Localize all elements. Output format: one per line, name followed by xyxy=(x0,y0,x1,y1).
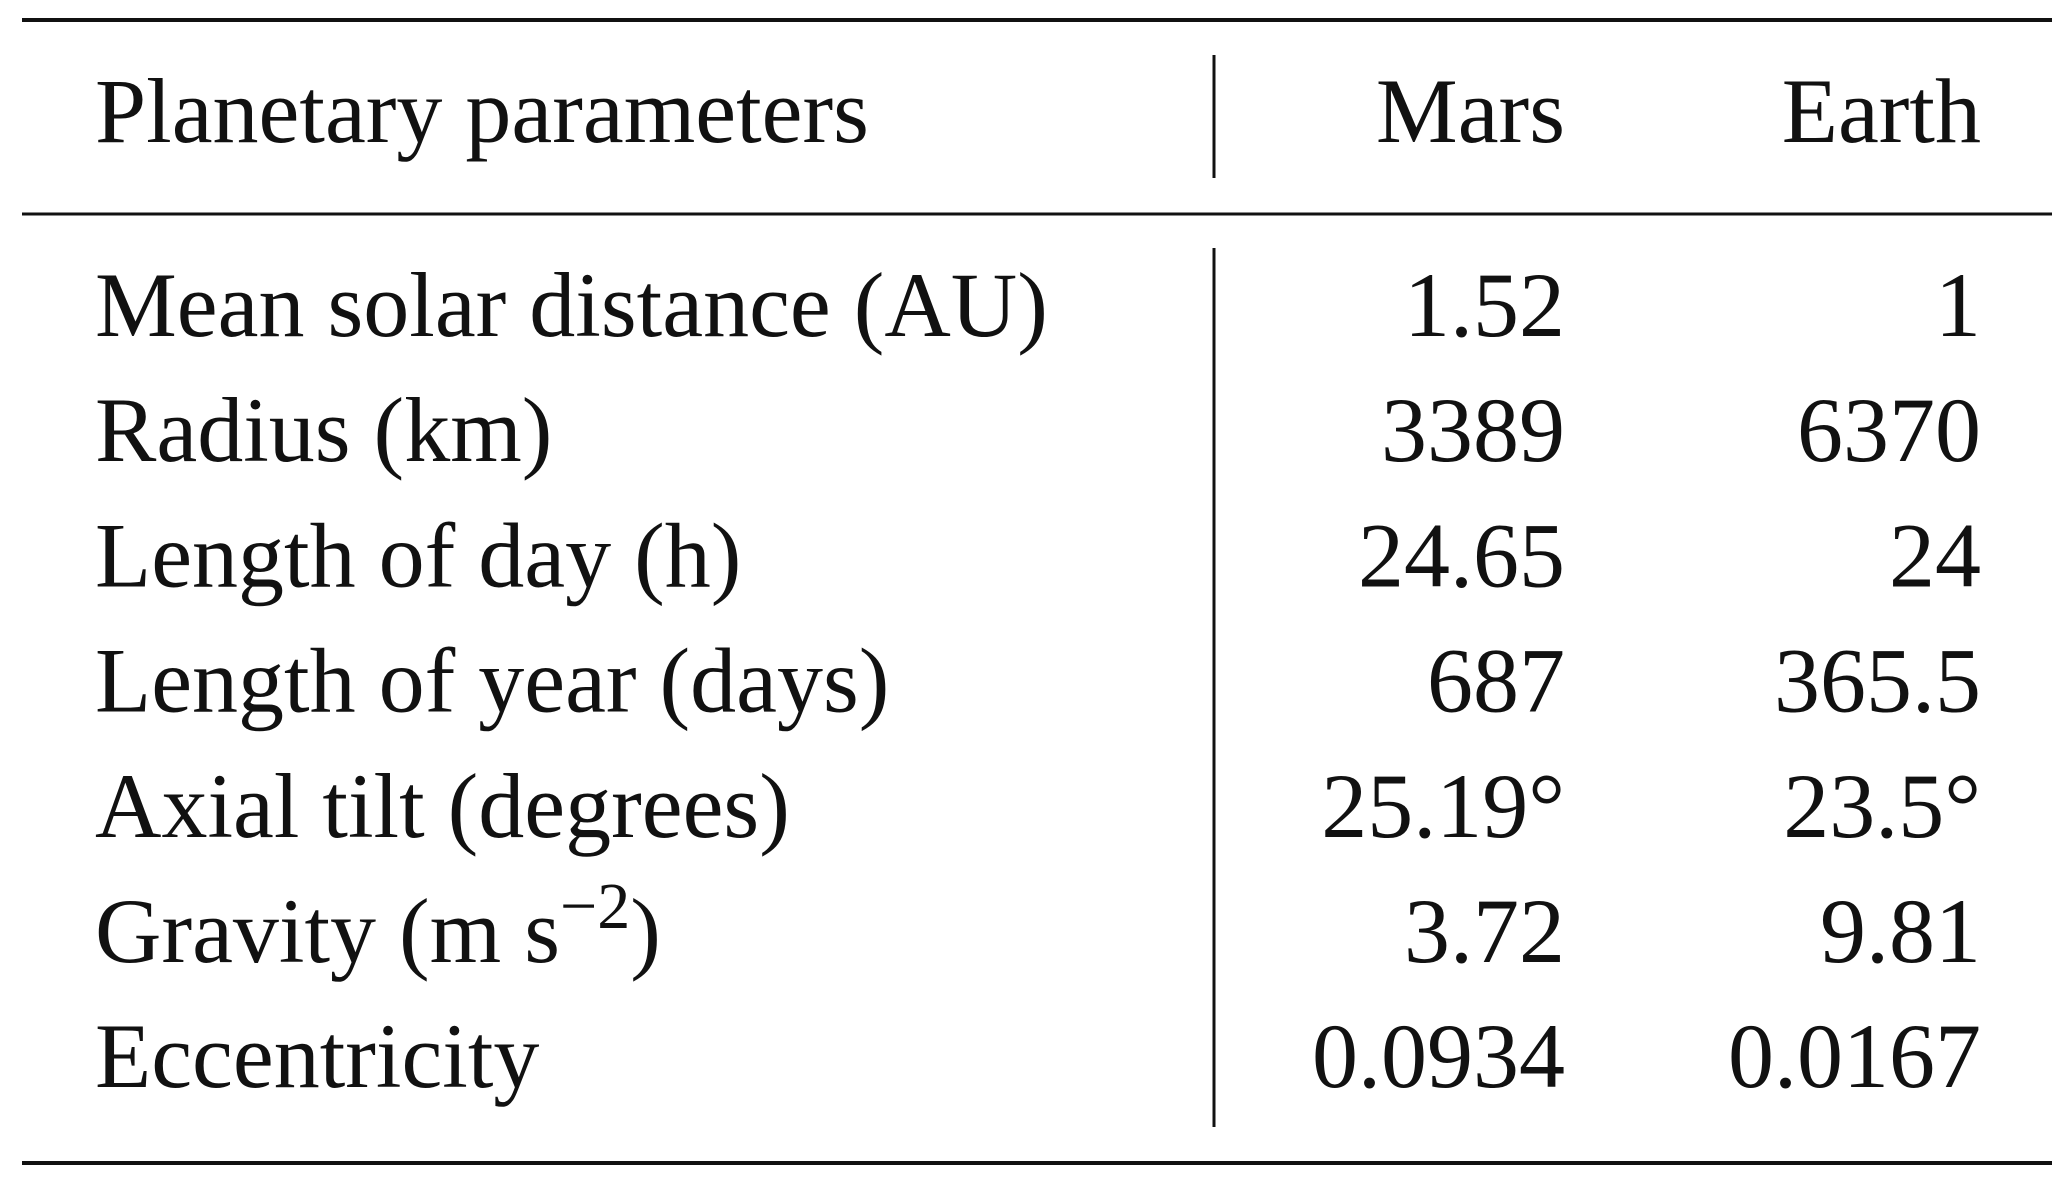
header-cell: Planetary parameters xyxy=(95,60,869,162)
value-cell: 0.0167 xyxy=(1728,1005,1981,1107)
value-cell: 0.0934 xyxy=(1312,1005,1565,1107)
row-label: Eccentricity xyxy=(95,1005,539,1107)
row-label: Radius (km) xyxy=(95,379,552,481)
row-label: Gravity (m s−2) xyxy=(95,870,661,982)
value-cell: 23.5° xyxy=(1783,755,1981,857)
value-cell: 25.19° xyxy=(1321,755,1565,857)
row-label: Length of day (h) xyxy=(95,504,741,606)
value-cell: 1 xyxy=(1935,254,1981,356)
value-cell: 6370 xyxy=(1797,379,1981,481)
value-cell: 365.5 xyxy=(1774,630,1981,732)
row-label: Axial tilt (degrees) xyxy=(95,755,790,857)
row-label: Length of year (days) xyxy=(95,630,889,732)
value-cell: 24.65 xyxy=(1358,504,1565,606)
value-cell: 687 xyxy=(1427,630,1565,732)
header-cell: Mars xyxy=(1376,60,1565,162)
value-cell: 1.52 xyxy=(1404,254,1565,356)
value-cell: 3.72 xyxy=(1404,880,1565,982)
value-cell: 3389 xyxy=(1381,379,1565,481)
label-part: Gravity (m s xyxy=(95,880,560,982)
header-cell: Earth xyxy=(1782,60,1981,162)
value-cell: 9.81 xyxy=(1820,880,1981,982)
label-part: ) xyxy=(630,880,661,982)
superscript: −2 xyxy=(560,870,630,943)
value-cell: 24 xyxy=(1889,504,1981,606)
row-label: Mean solar distance (AU) xyxy=(95,254,1048,356)
